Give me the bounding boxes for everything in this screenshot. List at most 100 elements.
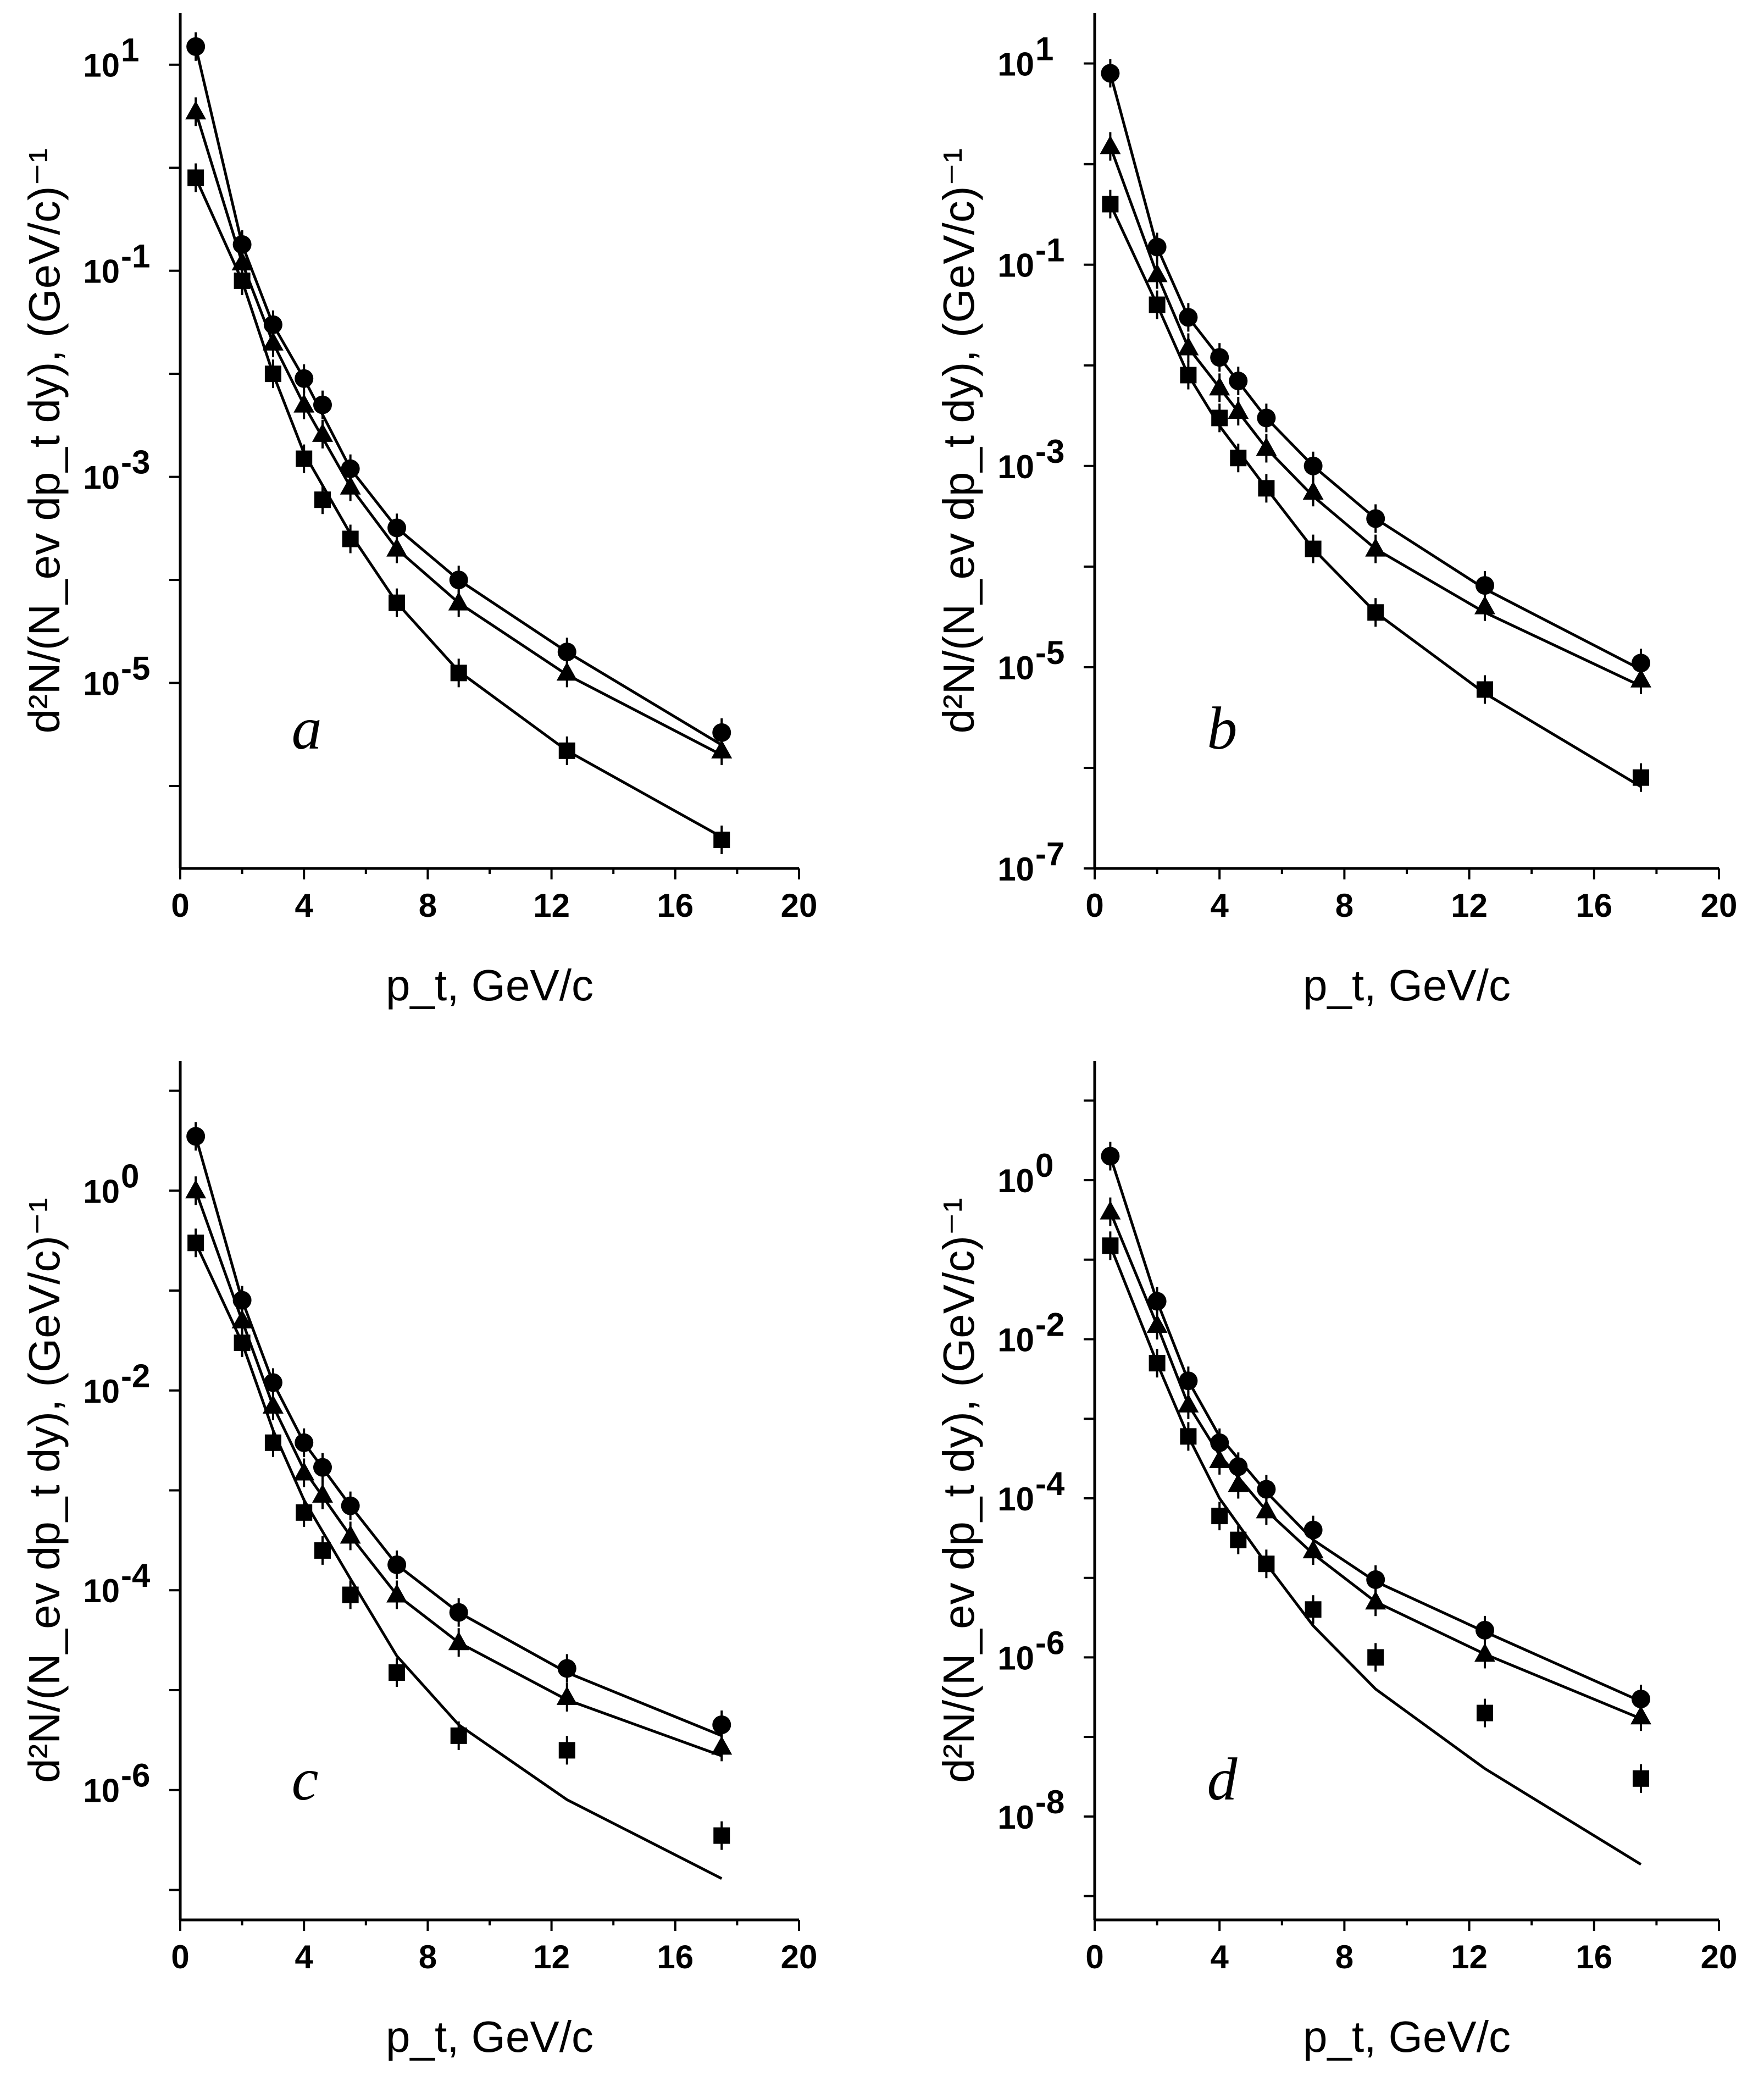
data-point-triangle	[1474, 595, 1495, 615]
data-point-square	[1102, 1237, 1119, 1254]
data-point-circle	[186, 1127, 206, 1146]
fit-line-squares	[194, 1242, 723, 1880]
data-point-circle	[1366, 1570, 1385, 1589]
data-point-square	[234, 272, 251, 289]
data-point-triangle	[1630, 1706, 1651, 1725]
panel-letter: b	[1207, 695, 1237, 762]
data-point-square	[187, 169, 204, 186]
x-axis-title: p_t, GeV/c	[386, 961, 593, 1010]
data-point-triangle	[1228, 400, 1249, 419]
data-point-circle	[341, 459, 360, 478]
x-tick-label: 20	[781, 887, 818, 924]
x-tick-label: 12	[1451, 1939, 1488, 1975]
y-tick-exponent: -2	[121, 1358, 150, 1394]
y-tick-label: 10	[83, 460, 120, 496]
y-tick-label: 10	[997, 46, 1034, 83]
x-tick-label: 0	[171, 1939, 189, 1975]
x-tick-label: 20	[1701, 1939, 1738, 1975]
y-tick-label: 10	[83, 666, 120, 702]
data-point-square	[342, 1586, 359, 1603]
data-point-circle	[712, 1715, 731, 1735]
data-point-circle	[295, 369, 314, 388]
data-point-square	[450, 665, 467, 682]
data-point-triangle	[1146, 1314, 1168, 1333]
y-tick-exponent: -3	[1035, 433, 1064, 470]
data-point-circle	[1101, 64, 1120, 83]
data-point-circle	[1366, 509, 1385, 528]
data-point-square	[1367, 1649, 1384, 1666]
y-tick-exponent: -7	[1035, 835, 1064, 872]
data-point-triangle	[386, 1584, 408, 1603]
data-point-circle	[313, 395, 332, 414]
data-point-circle	[449, 571, 468, 590]
y-tick-label: 10	[997, 1162, 1034, 1199]
data-point-square	[1211, 409, 1228, 427]
data-point-triangle	[1256, 1499, 1277, 1519]
data-point-circle	[186, 37, 206, 56]
data-point-triangle	[231, 251, 253, 270]
x-axis-title: p_t, GeV/c	[386, 2012, 593, 2061]
x-tick-label: 20	[781, 1939, 818, 1975]
x-tick-label: 0	[171, 887, 189, 924]
data-point-triangle	[1630, 668, 1651, 688]
data-point-triangle	[1365, 1591, 1386, 1610]
series-triangles	[1100, 132, 1651, 694]
data-point-triangle	[262, 1394, 284, 1414]
series-triangles	[185, 1176, 733, 1762]
panel-letter: d	[1207, 1746, 1238, 1813]
data-point-square	[314, 491, 331, 508]
y-tick-exponent: -6	[1035, 1624, 1064, 1661]
series-triangles	[185, 97, 733, 765]
x-tick-label: 4	[295, 887, 314, 924]
series-squares	[187, 163, 730, 855]
series-squares	[1102, 190, 1649, 792]
x-tick-label: 8	[1335, 887, 1353, 924]
data-point-circle	[1632, 654, 1650, 673]
data-point-square	[1477, 681, 1493, 698]
y-tick-label: 10	[997, 851, 1034, 888]
data-point-circle	[1229, 372, 1248, 391]
y-tick-exponent: -5	[1035, 634, 1064, 671]
x-tick-label: 16	[1576, 887, 1612, 924]
data-point-circle	[387, 518, 407, 538]
data-point-triangle	[1256, 437, 1277, 456]
y-tick-exponent: 0	[1035, 1147, 1053, 1184]
y-tick-label: 10	[997, 1640, 1034, 1676]
data-point-square	[296, 450, 313, 467]
data-point-triangle	[1474, 1643, 1495, 1662]
x-tick-label: 12	[533, 887, 570, 924]
data-point-triangle	[1302, 1540, 1324, 1559]
data-point-triangle	[1100, 1200, 1121, 1220]
y-tick-exponent: -4	[121, 1557, 151, 1594]
data-point-square	[296, 1504, 313, 1521]
data-point-square	[187, 1235, 204, 1252]
data-point-square	[1477, 1704, 1493, 1721]
data-point-square	[558, 1742, 575, 1759]
data-point-square	[264, 1434, 281, 1451]
data-point-triangle	[1302, 481, 1324, 500]
y-axis-title: d²N/(N_ev dp_t dy), (GeV/c)⁻¹	[934, 148, 983, 734]
data-point-triangle	[185, 1180, 207, 1199]
y-tick-exponent: -6	[121, 1757, 150, 1794]
data-point-square	[1211, 1508, 1228, 1525]
series-triangles	[1100, 1197, 1651, 1731]
data-point-circle	[1179, 308, 1198, 327]
data-point-square	[1258, 1555, 1275, 1573]
y-tick-label: 10	[997, 449, 1034, 485]
data-point-circle	[1475, 1620, 1494, 1640]
data-point-triangle	[231, 1309, 253, 1328]
data-point-circle	[1179, 1371, 1198, 1391]
x-tick-label: 20	[1701, 887, 1738, 924]
y-axis-title: d²N/(N_ev dp_t dy), (GeV/c)⁻¹	[20, 148, 69, 734]
x-tick-label: 12	[533, 1939, 570, 1975]
data-point-circle	[263, 1373, 282, 1392]
data-point-square	[713, 1827, 730, 1844]
y-tick-exponent: -4	[1035, 1465, 1065, 1502]
y-tick-exponent: -8	[1035, 1784, 1064, 1820]
data-point-square	[1149, 1355, 1166, 1372]
x-tick-label: 16	[1576, 1939, 1612, 1975]
y-tick-label: 10	[997, 1322, 1034, 1359]
data-point-square	[1149, 296, 1166, 313]
